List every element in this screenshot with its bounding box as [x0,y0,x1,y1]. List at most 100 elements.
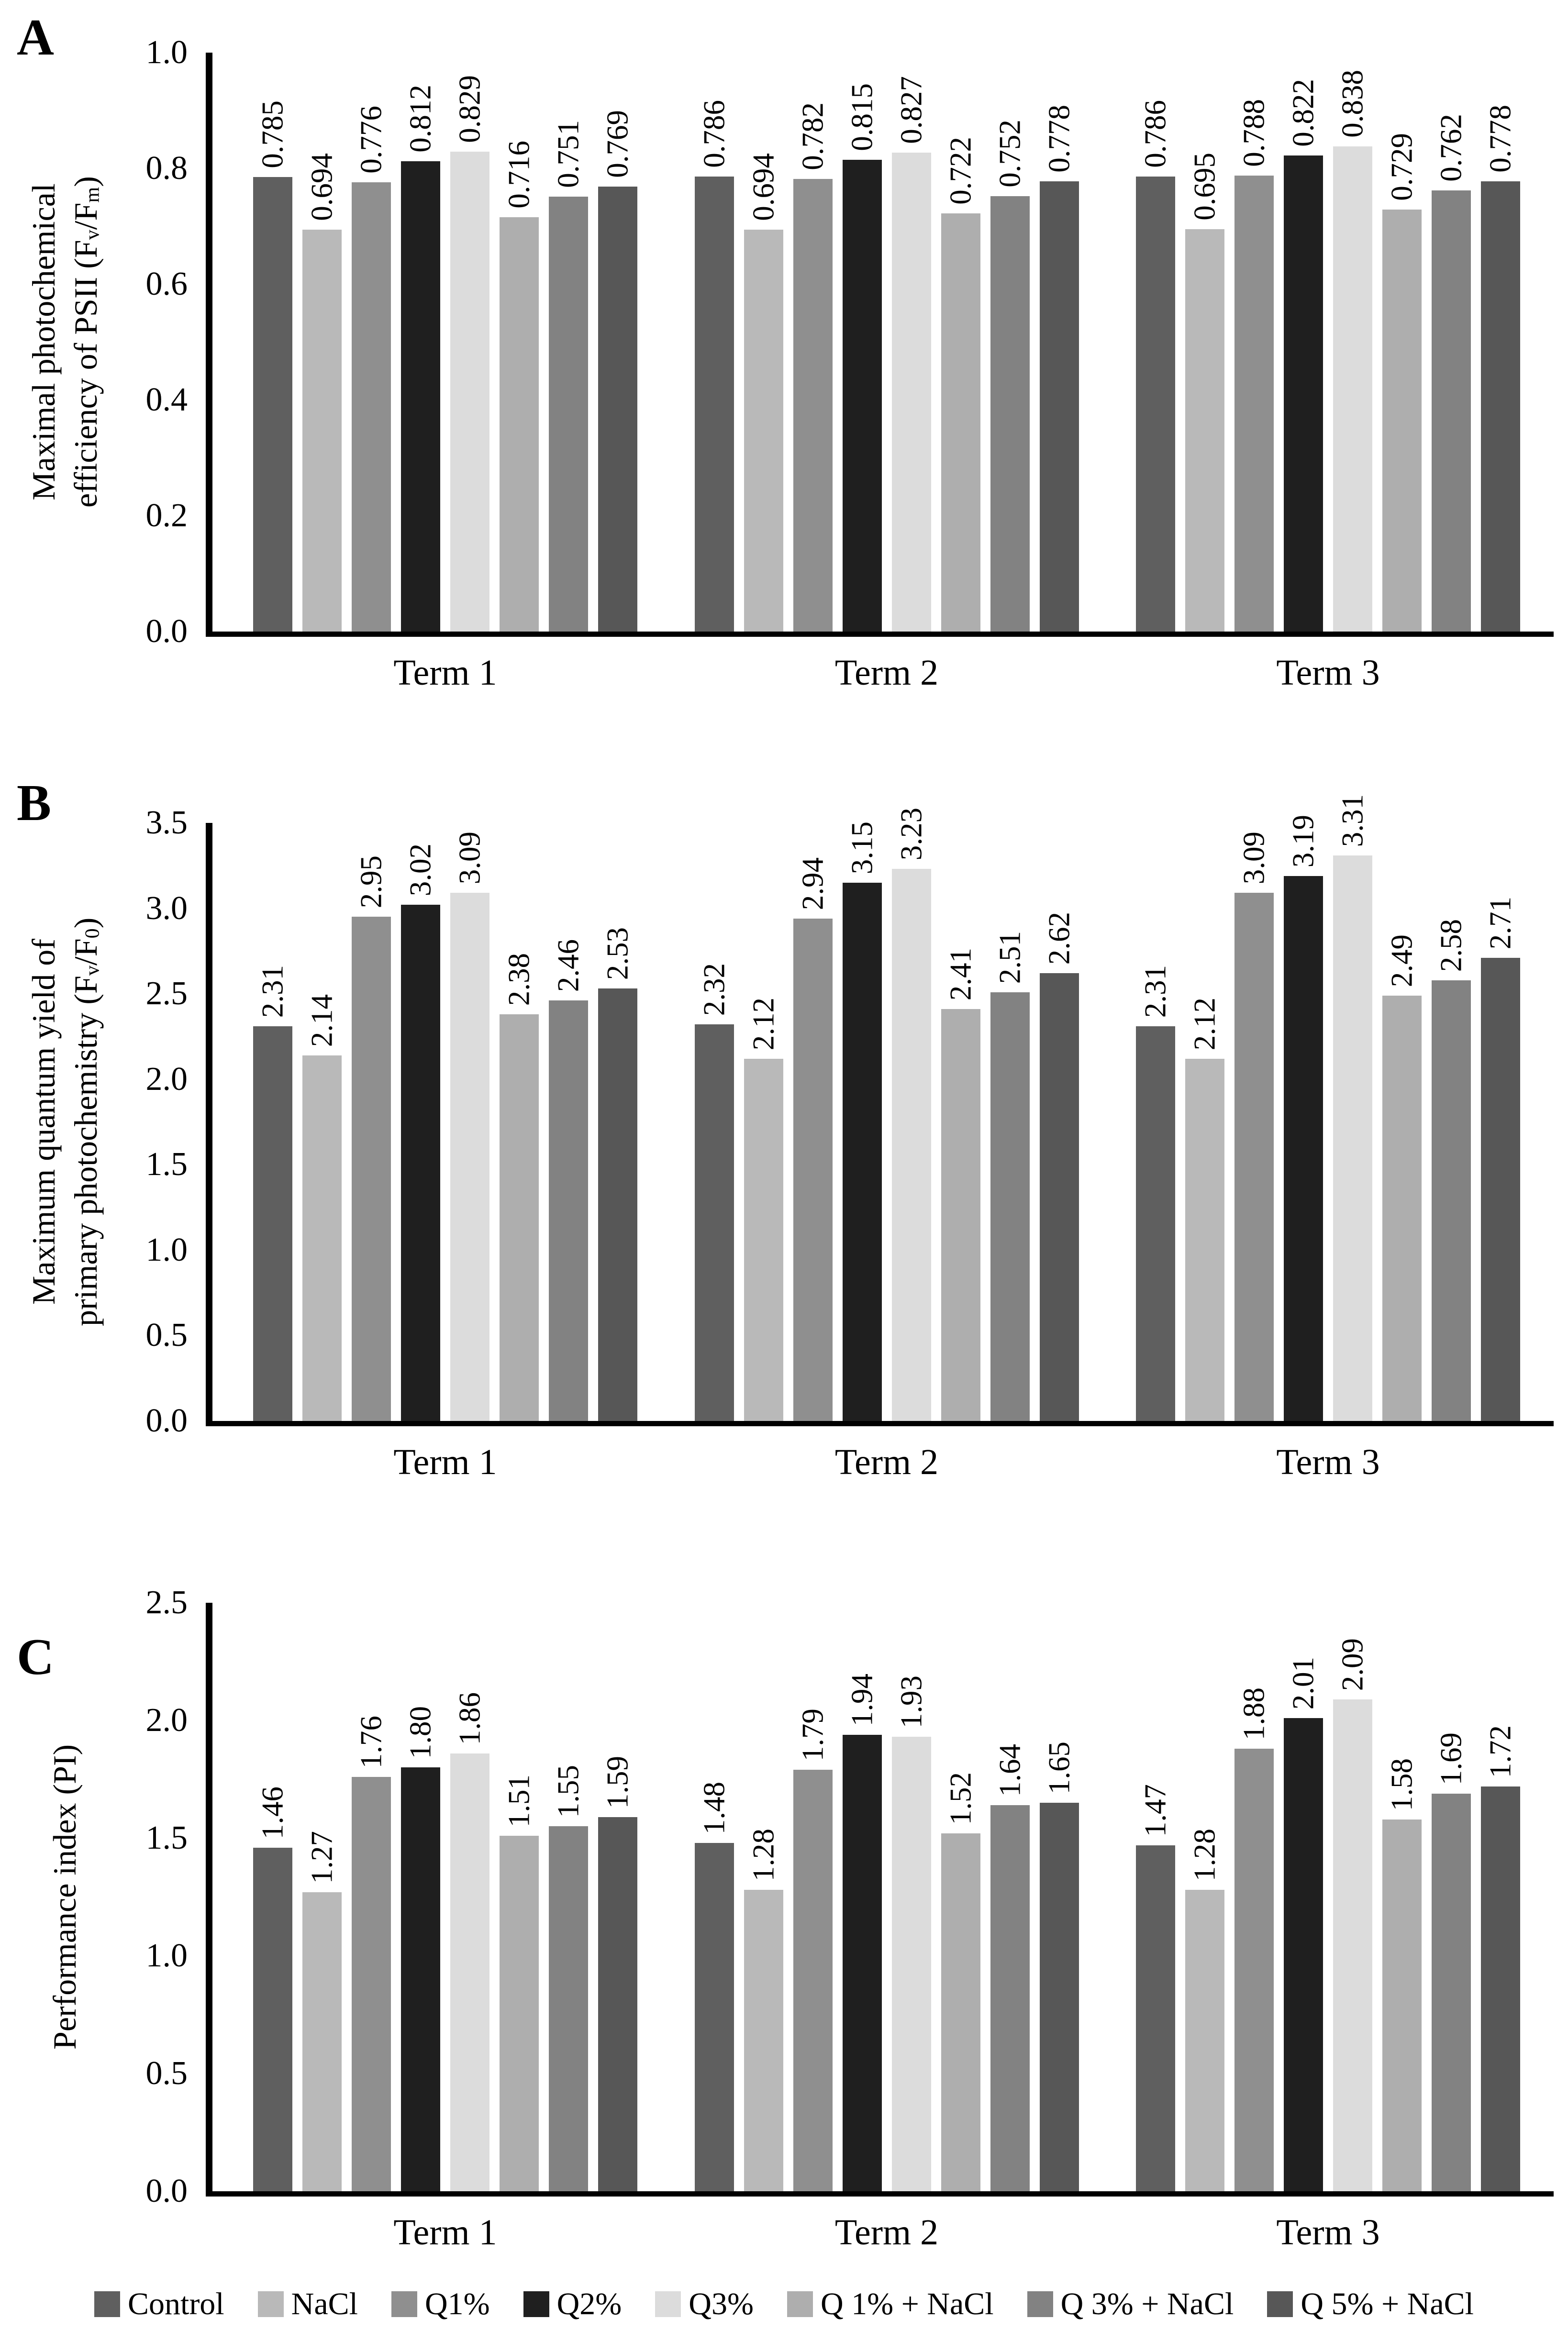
bar: 0.786 [694,100,734,632]
bar: 1.65 [1039,1742,1079,2191]
bar-group-term-3: 1.47 1.28 1.88 2.01 2.09 1.58 1.69 1.72 [1136,1603,1520,2191]
term-label: Term 3 [1276,652,1380,693]
bar: 1.88 [1234,1687,1274,2191]
bar-value-label: 0.751 [551,120,585,188]
legend-label: Control [127,2286,224,2321]
y-tick-label: 0.0 [145,1402,188,1439]
y-tick-label: 0.6 [145,266,188,302]
legend-swatch-icon [655,2291,681,2317]
bar-value-label: 0.722 [944,137,977,205]
bar: 0.782 [793,102,833,632]
bar: 2.46 [549,939,588,1421]
panel-letter-b: B [17,775,52,832]
bar: 1.76 [352,1716,391,2191]
legend-label: Q 3% + NaCl [1060,2286,1234,2321]
bar: 0.762 [1432,114,1471,632]
legend: Control NaCl Q1% Q2% Q3% Q 1% + NaCl Q 3% + Na… [0,2288,1568,2320]
bar-group-term-2: 1.48 1.28 1.79 1.94 1.93 1.52 1.64 1.65 [694,1603,1079,2191]
chart-b-plot-area: 2.31 2.14 2.95 3.02 3.09 2.38 2.46 2.53 2.32 2.12… [206,794,1554,1426]
chart-a-plot-area: 0.785 0.694 0.776 0.812 0.829 0.716 0.751 0.769… [206,53,1554,637]
bar-value-label: 3.15 [845,821,879,874]
bar-value-label: 0.788 [1237,99,1271,167]
bar: 1.51 [500,1775,539,2191]
term-label: Term 3 [1276,1442,1380,1482]
y-tick-label: 1.0 [145,1231,188,1268]
bar: 1.55 [549,1765,588,2191]
bar-value-label: 1.94 [845,1673,879,1726]
legend-swatch-icon [1267,2291,1293,2317]
bar: 0.778 [1039,105,1079,632]
y-axis-title-line: Maximum quantum yield of [25,939,62,1305]
legend-label: Q1% [424,2286,490,2321]
bar: 0.778 [1481,105,1520,632]
bar: 1.48 [694,1782,734,2191]
bar: 0.822 [1284,79,1323,632]
bar: 0.827 [891,76,931,632]
chart-b-x-axis-labels: Term 1 Term 2 Term 3 [212,1426,1554,1498]
chart-panel-b: B Maximum quantum yield of primary photoc… [0,751,1568,1498]
bar-value-label: 0.762 [1434,114,1468,182]
bar: 1.58 [1382,1758,1422,2191]
bar-value-label: 2.32 [697,963,731,1016]
bar-value-label: 1.51 [502,1774,536,1827]
legend-label: NaCl [291,2286,358,2321]
bar: 3.31 [1333,794,1372,1421]
bar-value-label: 1.27 [305,1831,339,1884]
bar-value-label: 2.14 [305,994,339,1047]
bar: 0.694 [302,153,342,632]
bar: 0.785 [253,100,292,632]
bar: 1.59 [598,1756,637,2191]
bar-value-label: 0.815 [845,83,879,151]
bar-value-label: 0.785 [256,100,289,168]
bar-value-label: 2.31 [1138,965,1172,1018]
term-label: Term 2 [834,2212,939,2252]
bar-value-label: 1.88 [1237,1687,1271,1740]
y-tick-label: 0.0 [145,2173,188,2209]
bar: 2.49 [1382,934,1422,1421]
bar-value-label: 0.729 [1385,133,1419,201]
chart-b-y-axis-ticks: 3.5 3.0 2.5 2.0 1.5 1.0 0.5 0.0 [129,804,206,1439]
bar-group-term-3: 0.786 0.695 0.788 0.822 0.838 0.729 0.762 0.778 [1136,53,1520,632]
bar-value-label: 1.64 [993,1743,1026,1797]
bar-value-label: 2.94 [796,857,829,910]
y-tick-label: 0.2 [145,497,188,534]
bar: 2.09 [1333,1638,1372,2191]
bar-value-label: 0.716 [502,141,536,209]
bar: 3.09 [1234,832,1274,1421]
bar-value-label: 2.95 [354,855,388,908]
bar-value-label: 2.38 [502,953,536,1006]
chart-panel-a: A Maximal photochemical efficiency of PSI… [0,7,1568,709]
legend-swatch-icon [787,2291,813,2317]
bar-value-label: 3.09 [1237,831,1271,884]
bar: 2.14 [302,994,342,1421]
bar-value-label: 2.53 [601,927,634,980]
legend-item: Q 1% + NaCl [787,2288,994,2320]
y-tick-label: 0.0 [145,613,188,650]
bar: 0.829 [450,75,489,632]
bar: 1.52 [941,1772,980,2191]
bar: 1.80 [401,1706,440,2191]
chart-c-y-axis-title: Performance index (PI) [0,1603,129,2191]
bar: 0.751 [549,120,588,632]
bar: 2.38 [500,953,539,1421]
bar: 1.28 [744,1829,783,2191]
bar-value-label: 0.694 [305,153,339,221]
bar-value-label: 1.46 [256,1786,289,1839]
bar: 2.31 [253,965,292,1421]
term-label: Term 2 [834,652,939,693]
bar-value-label: 0.786 [1138,100,1172,168]
bar: 0.752 [990,120,1030,632]
bar-value-label: 2.58 [1434,919,1468,972]
bar: 1.27 [302,1831,342,2191]
y-tick-label: 1.5 [145,1146,188,1183]
bar-value-label: 2.71 [1483,896,1517,949]
bar-value-label: 3.19 [1286,814,1320,867]
y-tick-label: 1.0 [145,1937,188,1974]
bar: 2.12 [1185,998,1224,1421]
y-tick-label: 2.5 [145,975,188,1012]
bar: 0.786 [1136,100,1175,632]
y-tick-label: 0.4 [145,381,188,418]
bar-value-label: 1.55 [551,1764,585,1818]
bar-value-label: 0.778 [1042,105,1076,173]
bar-value-label: 2.09 [1335,1638,1369,1691]
